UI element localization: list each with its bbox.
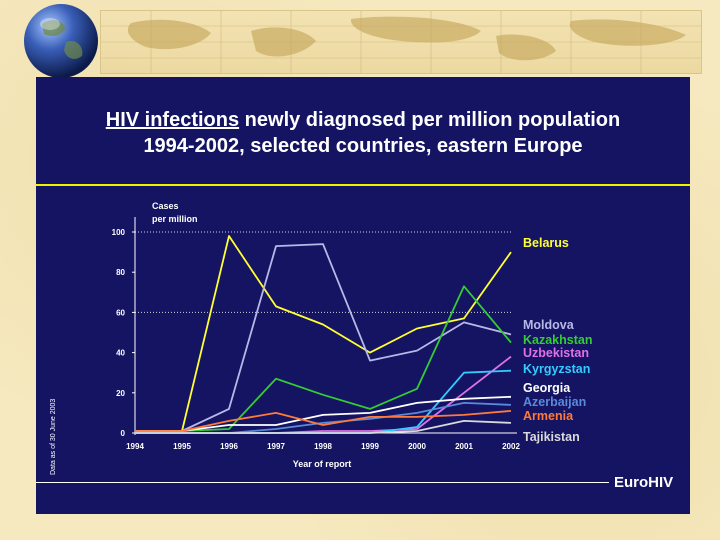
y-tick-label: 40 bbox=[116, 349, 125, 358]
x-tick-label: 1995 bbox=[173, 442, 191, 451]
series-line-moldova bbox=[135, 243, 512, 432]
y-tick-label: 80 bbox=[116, 268, 125, 277]
legend-label-armenia: Armenia bbox=[523, 409, 574, 423]
x-tick-label: 2000 bbox=[408, 442, 426, 451]
y-tick-label: 60 bbox=[116, 308, 125, 317]
legend-label-uzbekistan: Uzbekistan bbox=[523, 346, 589, 360]
x-tick-label: 2001 bbox=[455, 442, 473, 451]
series-line-belarus bbox=[135, 235, 512, 432]
y-axis-label-line-1: Cases bbox=[152, 201, 179, 211]
title-underlined: HIV infections bbox=[105, 109, 240, 131]
globe-logo bbox=[22, 2, 100, 80]
line-chart: 0 20 40 60 80 100 1994 1995 1996 1997 1998 1999 2000… bbox=[112, 201, 593, 469]
series-line-tajikistan bbox=[135, 419, 512, 434]
y-axis-label-line-2: per million bbox=[152, 214, 198, 224]
eurohiv-brand: EuroHIV bbox=[614, 474, 674, 491]
title-line-2: 1994-2002, selected countries, eastern E… bbox=[143, 135, 583, 157]
series-lines bbox=[135, 235, 512, 434]
chart-panel: HIV infections newly diagnosed per milli… bbox=[36, 77, 690, 514]
x-tick-label: 1997 bbox=[267, 442, 285, 451]
x-tick-label: 1996 bbox=[220, 442, 238, 451]
y-tick-label: 100 bbox=[112, 228, 126, 237]
series-line-georgia bbox=[135, 395, 512, 432]
x-tick-label: 2002 bbox=[502, 442, 520, 451]
x-tick-label: 1998 bbox=[314, 442, 332, 451]
y-tick-label: 20 bbox=[116, 389, 125, 398]
tick-labels: 0 20 40 60 80 100 1994 1995 1996 1997 1998 1999 2000… bbox=[112, 228, 521, 451]
x-axis-label: Year of report bbox=[293, 459, 352, 469]
footer-divider bbox=[36, 482, 609, 483]
world-map-banner bbox=[100, 10, 702, 74]
legend-label-kazakhstan: Kazakhstan bbox=[523, 333, 592, 347]
series-line-kazakhstan bbox=[135, 285, 512, 432]
legend-label-belarus: Belarus bbox=[523, 236, 569, 250]
x-tick-label: 1994 bbox=[126, 442, 144, 451]
series-line-armenia bbox=[135, 410, 512, 432]
title-rest: newly diagnosed per million population bbox=[239, 109, 621, 131]
y-tick-label: 0 bbox=[121, 429, 126, 438]
legend-label-tajikistan: Tajikistan bbox=[523, 430, 580, 444]
legend-label-moldova: Moldova bbox=[523, 318, 575, 332]
legend-label-azerbaijan: Azerbaijan bbox=[523, 395, 586, 409]
legend-label-kyrgyzstan: Kyrgyzstan bbox=[523, 362, 590, 376]
x-tick-label: 1999 bbox=[361, 442, 379, 451]
title-divider bbox=[36, 184, 690, 186]
legend-label-georgia: Georgia bbox=[523, 381, 571, 395]
chart-title: HIV infections newly diagnosed per milli… bbox=[36, 107, 690, 159]
